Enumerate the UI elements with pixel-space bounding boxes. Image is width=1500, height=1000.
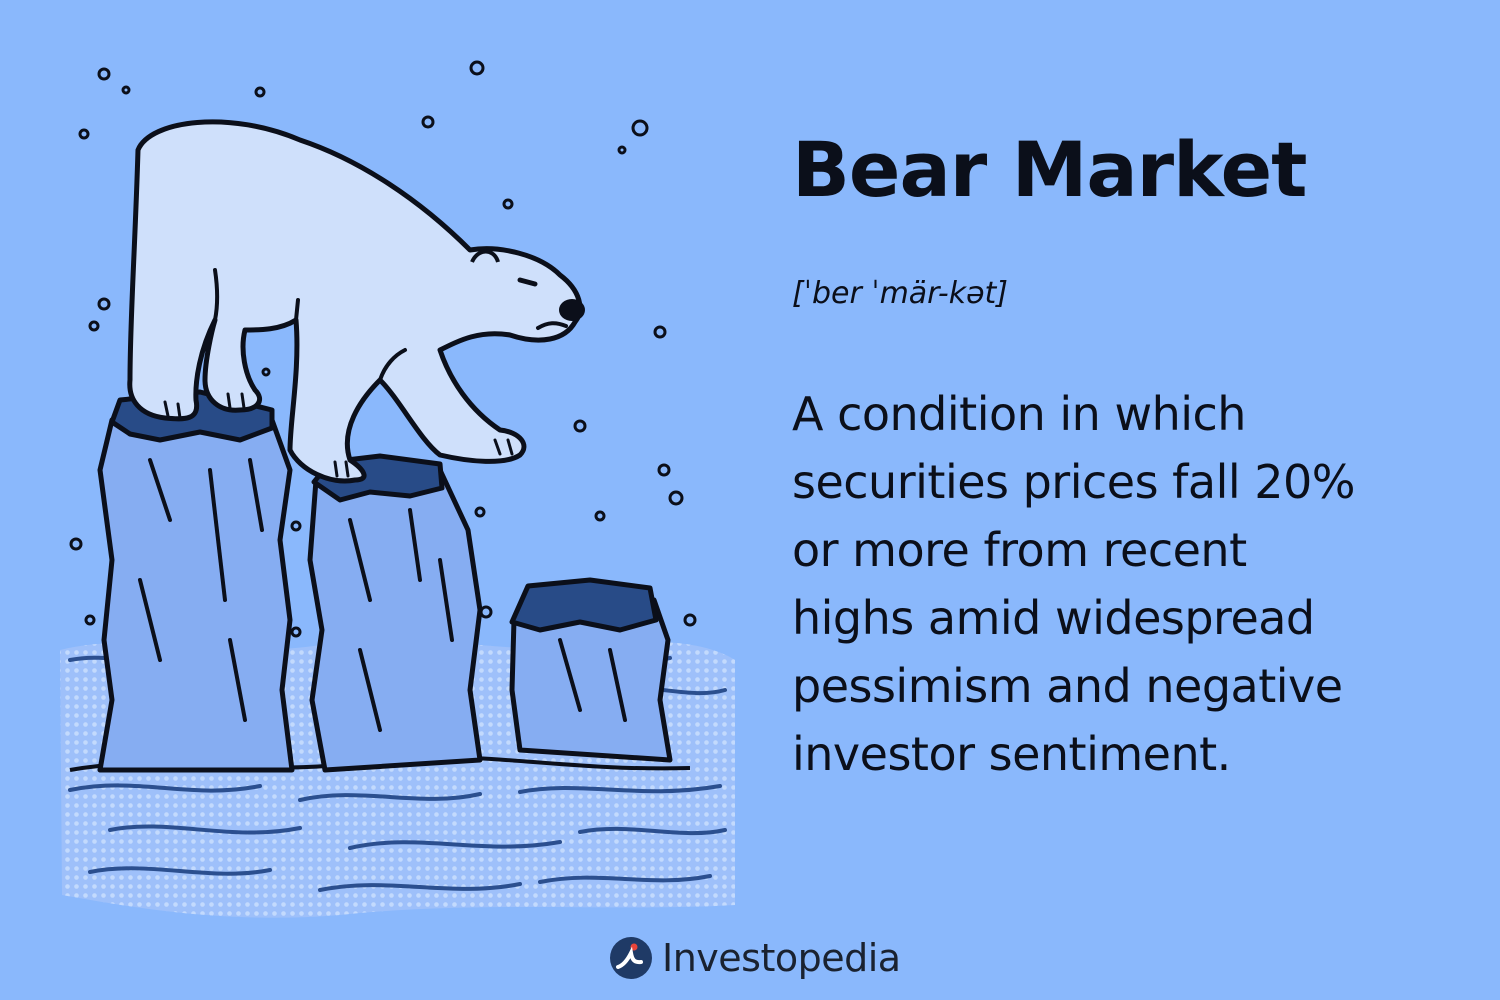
definition-text: A condition in which securities prices f… — [792, 380, 1452, 788]
definition-line: or more from recent — [792, 523, 1247, 577]
brand-name: Investopedia — [662, 936, 901, 980]
pronunciation: [ˈber ˈmär-kət] — [792, 276, 1008, 311]
polar-bear-illustration — [60, 60, 735, 918]
ice-pillar-middle — [307, 453, 483, 773]
ice-pillar-left — [97, 389, 295, 773]
ice-pillar-right — [509, 577, 673, 763]
definition-line: highs amid widespread — [792, 591, 1315, 645]
bubbles — [69, 60, 697, 638]
definition-line: pessimism and negative — [792, 659, 1343, 713]
definition-line: A condition in which — [792, 387, 1246, 441]
investopedia-logo-icon — [610, 937, 652, 979]
page-title: Bear Market — [792, 125, 1307, 214]
polar-bear — [127, 119, 585, 484]
definition-line: securities prices fall 20% — [792, 455, 1356, 509]
definition-line: investor sentiment. — [792, 727, 1231, 781]
investopedia-logo: Investopedia — [608, 932, 901, 984]
